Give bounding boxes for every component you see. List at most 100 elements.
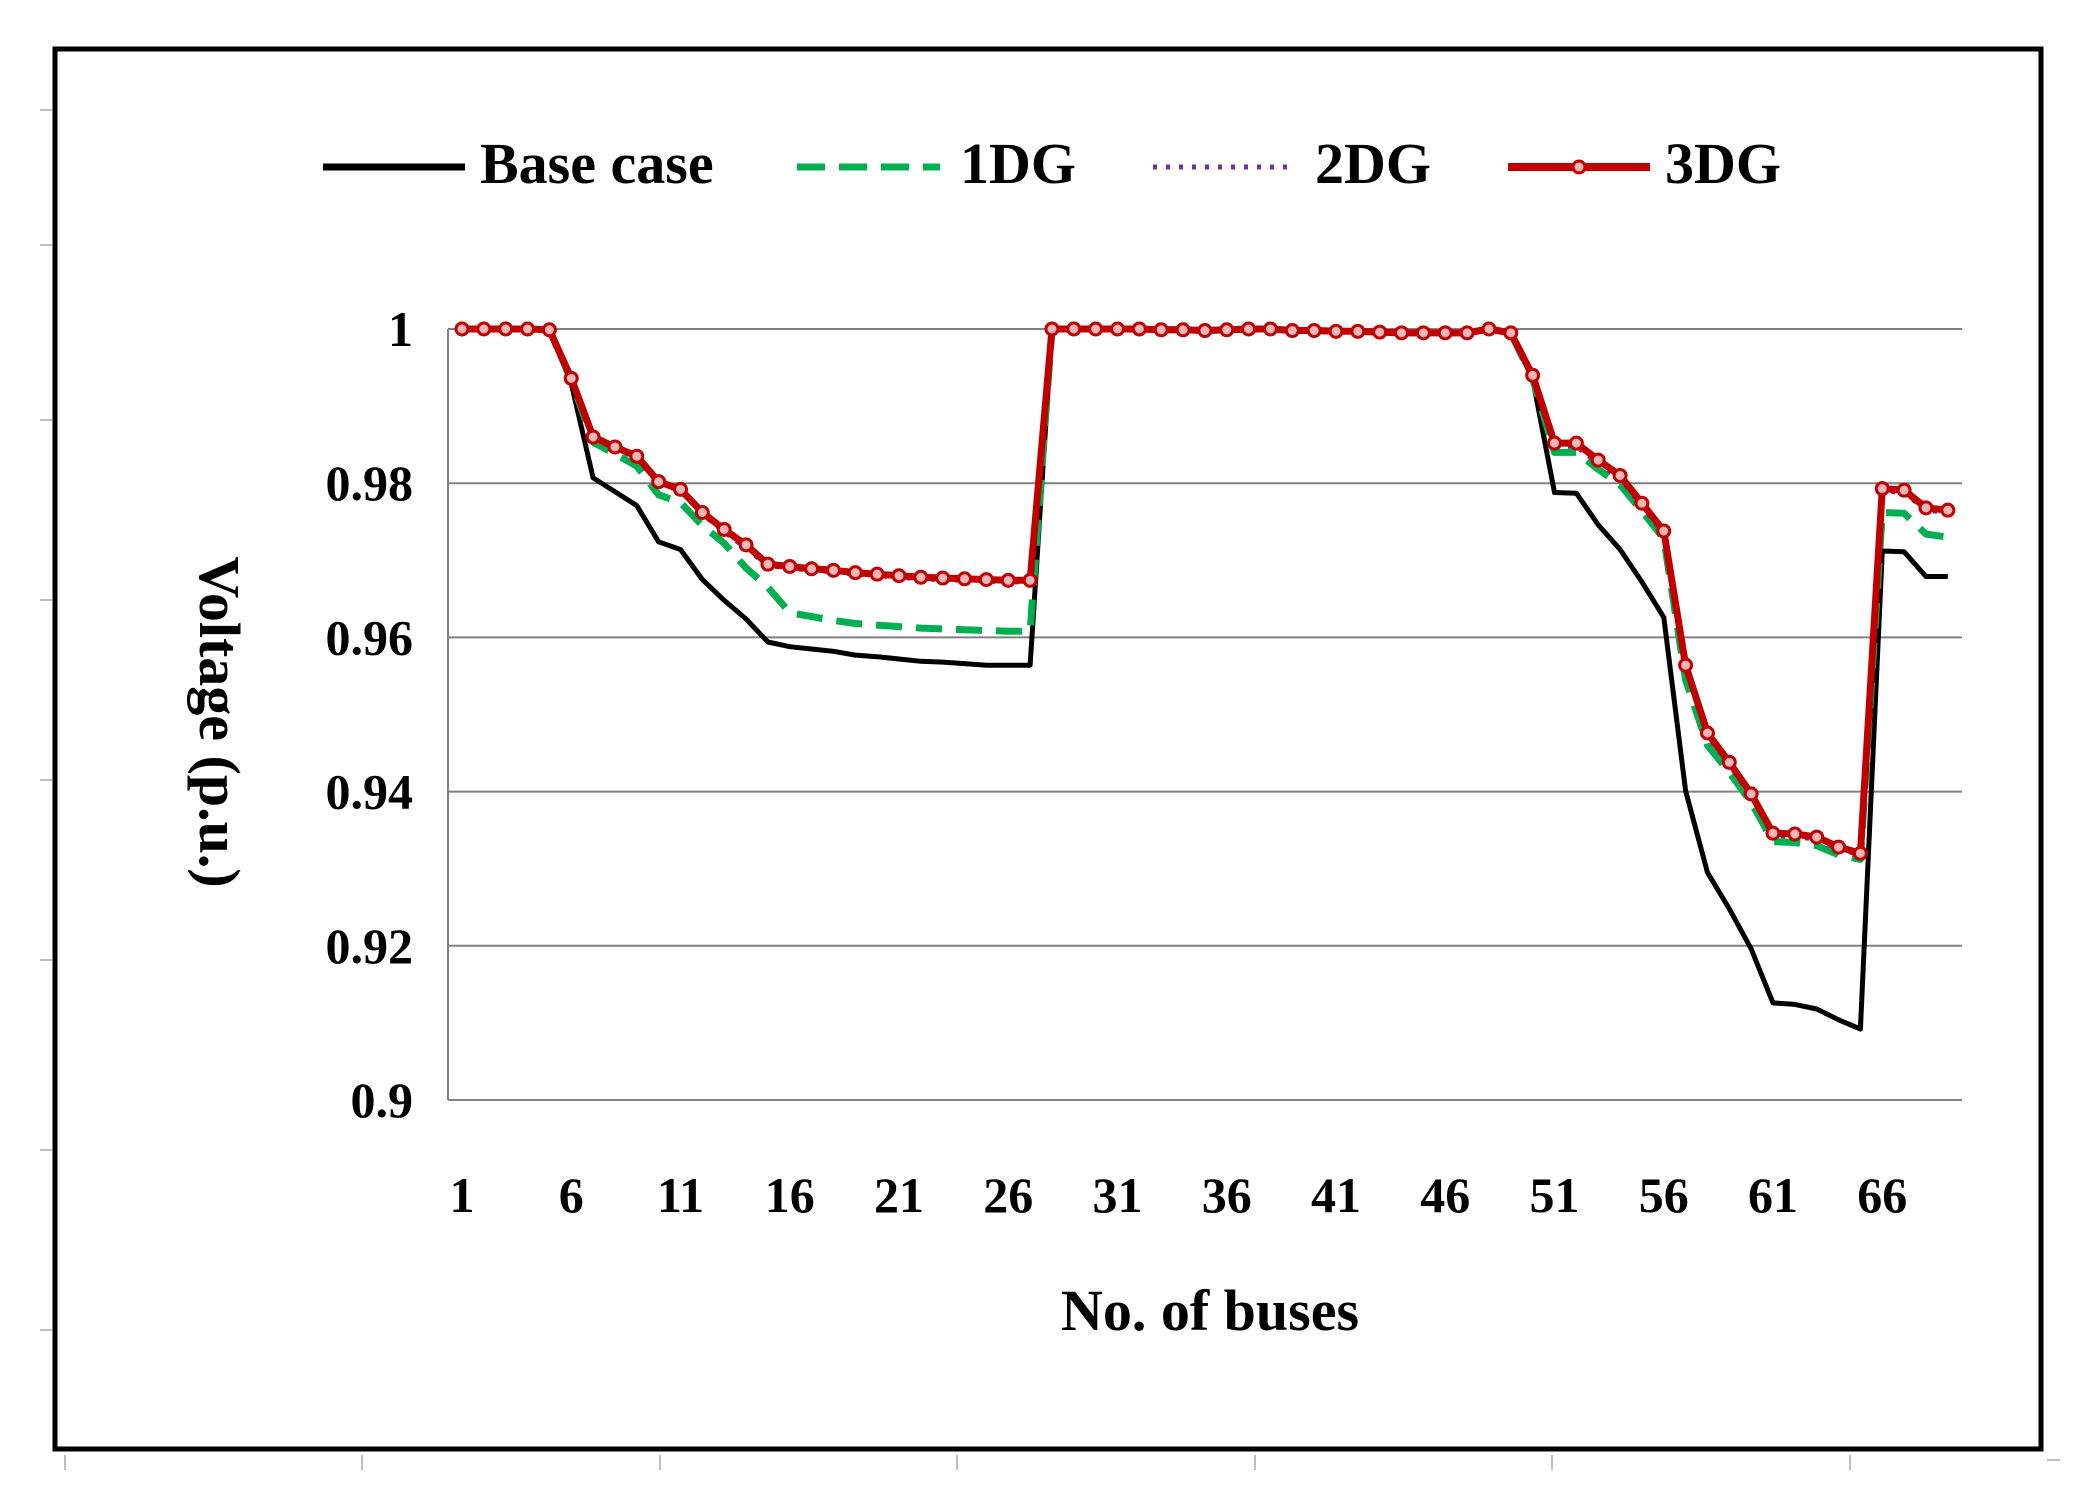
y-tick-label: 0.9 <box>351 1072 414 1128</box>
data-point-3dg <box>1743 786 1759 802</box>
data-point-3dg <box>673 481 688 497</box>
data-point-3dg <box>1568 435 1584 451</box>
data-point-3dg <box>913 569 929 585</box>
x-axis-title: No. of buses <box>1061 1278 1359 1343</box>
data-point-3dg <box>957 571 973 587</box>
data-point-3dg <box>1547 435 1562 451</box>
data-point-3dg <box>1481 321 1497 337</box>
data-point-3dg <box>1787 826 1803 842</box>
series-line-base-case <box>462 326 1948 1032</box>
data-point-3dg <box>1634 495 1650 511</box>
y-tick-label: 0.96 <box>326 609 414 665</box>
data-point-3dg <box>1350 323 1366 339</box>
data-point-3dg <box>694 504 710 520</box>
series-line-1dg <box>462 325 1949 863</box>
data-point-3dg <box>1131 321 1147 337</box>
data-point-3dg <box>1328 323 1344 339</box>
data-point-3dg <box>520 321 536 337</box>
data-point-3dg <box>891 568 907 584</box>
legend-label-base-case: Base case <box>480 131 714 196</box>
x-tick-label: 26 <box>983 1167 1033 1223</box>
data-point-3dg <box>1656 523 1672 539</box>
data-point-3dg <box>1721 754 1737 770</box>
data-point-3dg <box>1000 572 1016 588</box>
data-point-3dg <box>1372 324 1388 340</box>
x-tick-label: 1 <box>450 1167 475 1223</box>
data-point-3dg <box>541 322 557 338</box>
data-point-3dg <box>1088 321 1104 337</box>
data-point-3dg <box>1678 657 1694 673</box>
x-tick-label: 16 <box>765 1167 815 1223</box>
data-point-3dg <box>1219 322 1235 338</box>
data-point-3dg <box>1699 725 1715 741</box>
data-point-3dg <box>629 448 645 464</box>
x-tick-label: 6 <box>559 1167 584 1223</box>
legend-label-1dg: 1DG <box>960 131 1076 196</box>
x-tick-label: 11 <box>657 1167 704 1223</box>
data-point-3dg <box>498 321 514 337</box>
x-tick-label: 41 <box>1311 1167 1361 1223</box>
grid-layer <box>447 328 1962 1101</box>
data-point-3dg <box>782 558 798 574</box>
data-point-3dg <box>1852 845 1868 861</box>
data-point-3dg <box>1940 502 1956 518</box>
data-point-3dg <box>1241 321 1257 337</box>
data-point-3dg <box>1809 829 1825 845</box>
legend-item-3dg: 3DG <box>1508 131 1781 196</box>
legend-marker-3dg <box>1571 159 1587 175</box>
data-point-3dg <box>1284 323 1300 339</box>
external-ticks <box>40 109 2060 1470</box>
data-point-3dg <box>1503 325 1519 341</box>
x-tick-label: 36 <box>1202 1167 1252 1223</box>
data-point-3dg <box>454 321 470 337</box>
data-point-3dg <box>1896 482 1912 498</box>
y-tick-label: 0.94 <box>326 764 414 820</box>
data-point-3dg <box>1306 323 1322 339</box>
data-point-3dg <box>869 566 885 582</box>
data-point-3dg <box>563 370 579 386</box>
chart-border <box>52 46 2044 1452</box>
y-tick-label: 1 <box>388 301 413 357</box>
y-tick-label: 0.98 <box>326 455 414 511</box>
data-point-3dg <box>1525 367 1541 383</box>
x-tick-label: 61 <box>1748 1167 1798 1223</box>
data-point-3dg <box>716 521 732 537</box>
data-point-3dg <box>1612 467 1628 483</box>
data-point-3dg <box>1459 325 1475 341</box>
data-point-3dg <box>804 561 820 577</box>
legend-label-2dg: 2DG <box>1315 131 1431 196</box>
data-point-3dg <box>1153 322 1169 338</box>
x-tick-label: 31 <box>1093 1167 1143 1223</box>
x-tick-label: 56 <box>1639 1167 1689 1223</box>
data-point-3dg <box>1394 325 1410 341</box>
legend: Base case 1DG 2DG 3DG <box>323 131 1781 196</box>
tick-labels: 10.980.960.940.920.91 6 11 16 21 26 31 36 41 46 51… <box>326 301 1908 1223</box>
x-tick-label: 21 <box>874 1167 924 1223</box>
data-point-3dg <box>1918 500 1934 516</box>
y-axis-title: Voltage (p.u.) <box>187 556 252 887</box>
data-point-3dg <box>585 429 601 445</box>
data-point-3dg <box>847 565 863 581</box>
y-tick-label: 0.92 <box>326 918 414 974</box>
data-point-3dg <box>1437 325 1453 341</box>
data-point-3dg <box>1590 452 1606 468</box>
legend-label-3dg: 3DG <box>1665 131 1781 196</box>
data-point-3dg <box>935 570 951 586</box>
data-point-3dg <box>1262 321 1278 337</box>
legend-item-base-case: Base case <box>323 131 714 196</box>
data-point-3dg <box>978 572 994 588</box>
data-point-3dg <box>1415 325 1431 341</box>
data-point-3dg <box>1110 321 1125 337</box>
x-tick-label: 46 <box>1420 1167 1470 1223</box>
data-point-3dg <box>1022 572 1038 588</box>
x-tick-label: 66 <box>1857 1167 1907 1223</box>
series-layer <box>454 321 1956 1032</box>
data-point-3dg <box>476 321 492 337</box>
data-point-3dg <box>1831 839 1847 855</box>
data-point-3dg <box>1066 321 1082 337</box>
legend-item-1dg: 1DG <box>797 131 1076 196</box>
series-line-3dg <box>462 325 1949 857</box>
data-point-3dg <box>1765 825 1781 841</box>
series-line-2dg <box>462 326 1949 858</box>
